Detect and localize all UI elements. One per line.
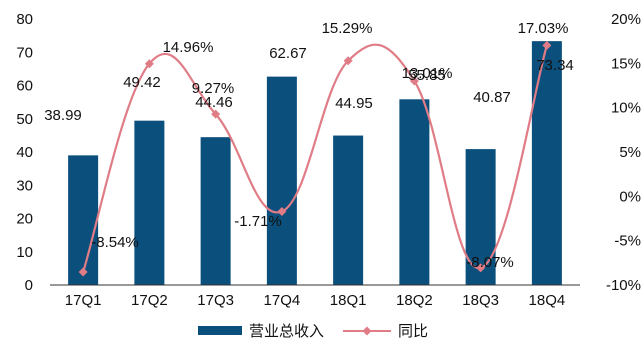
x-tick-label: 17Q3 [197, 292, 234, 309]
right-tick-label: 20% [611, 11, 641, 28]
x-tick-label: 17Q4 [264, 292, 301, 309]
bar-data-label: 38.99 [44, 107, 82, 124]
bar-data-label: 62.67 [269, 45, 307, 62]
left-tick-label: 50 [16, 111, 33, 128]
bar [200, 137, 231, 285]
left-tick-label: 70 [16, 44, 33, 61]
right-tick-label: -10% [606, 277, 641, 294]
line-marker [343, 56, 353, 66]
left-tick-label: 40 [16, 144, 33, 161]
bar-data-label: 55.85 [408, 67, 446, 84]
line-data-label: 17.03% [518, 20, 569, 37]
left-tick-label: 0 [25, 277, 33, 294]
bar-data-label: 73.34 [536, 57, 574, 74]
line-data-label: 15.29% [322, 20, 373, 37]
line-marker [409, 76, 419, 86]
line-data-label: -8.54% [91, 234, 139, 251]
x-axis-ticks: 17Q1 17Q2 17Q3 17Q4 18Q1 18Q2 18Q3 18Q4 [65, 292, 565, 309]
line-marker [476, 263, 486, 273]
line-data-label: 13.01% [402, 65, 453, 82]
right-tick-label: 0% [619, 188, 641, 205]
line-marker [542, 40, 552, 50]
bar [531, 41, 562, 285]
left-tick-label: 60 [16, 78, 33, 95]
x-tick-label: 17Q1 [65, 292, 102, 309]
legend-swatch-bar [198, 326, 242, 335]
x-tick-label: 18Q3 [462, 292, 499, 309]
line-data-label: -1.71% [234, 213, 282, 230]
bar [68, 155, 99, 285]
bar [134, 120, 165, 285]
left-tick-label: 10 [16, 244, 33, 261]
bar [399, 99, 430, 285]
legend-label-bar: 营业总收入 [249, 323, 324, 340]
legend-swatch-marker [362, 326, 372, 336]
line-marker [78, 267, 88, 277]
legend: 营业总收入 同比 [198, 323, 428, 340]
right-tick-label: -5% [614, 233, 641, 250]
bar-data-labels: 38.99 49.42 44.46 62.67 44.95 55.85 40.87 73.34 [44, 45, 574, 124]
right-tick-label: 15% [611, 55, 641, 72]
x-tick-label: 18Q1 [330, 292, 367, 309]
line-data-labels: -8.54% 14.96% 9.27% -1.71% 15.29% 13.01% -8.07… [91, 20, 568, 271]
x-tick-label: 17Q2 [131, 292, 168, 309]
x-tick-label: 18Q2 [396, 292, 433, 309]
x-tick-label: 18Q4 [529, 292, 566, 309]
bar-series-revenue [68, 41, 562, 285]
right-tick-label: 5% [619, 144, 641, 161]
line-marker [277, 206, 287, 216]
line-data-label: -8.07% [466, 254, 514, 271]
bar [333, 135, 364, 285]
legend-label-line: 同比 [398, 323, 428, 340]
bar [266, 76, 297, 285]
left-tick-label: 20 [16, 211, 33, 228]
right-axis-ticks: -10% -5% 0% 5% 10% 15% 20% [606, 11, 641, 294]
right-tick-label: 10% [611, 100, 641, 117]
bar-data-label: 40.87 [473, 89, 511, 106]
left-axis-ticks: 0 10 20 30 40 50 60 70 80 [16, 11, 33, 294]
line-data-label: 9.27% [192, 80, 235, 97]
line-marker [211, 109, 221, 119]
line-marker [144, 59, 154, 69]
bar-data-label: 44.95 [335, 95, 373, 112]
left-tick-label: 80 [16, 11, 33, 28]
line-series-yoy [78, 40, 552, 277]
left-tick-label: 30 [16, 177, 33, 194]
bar-data-label: 44.46 [195, 94, 233, 111]
line-data-label: 14.96% [163, 39, 214, 56]
bar-data-label: 49.42 [123, 74, 161, 91]
